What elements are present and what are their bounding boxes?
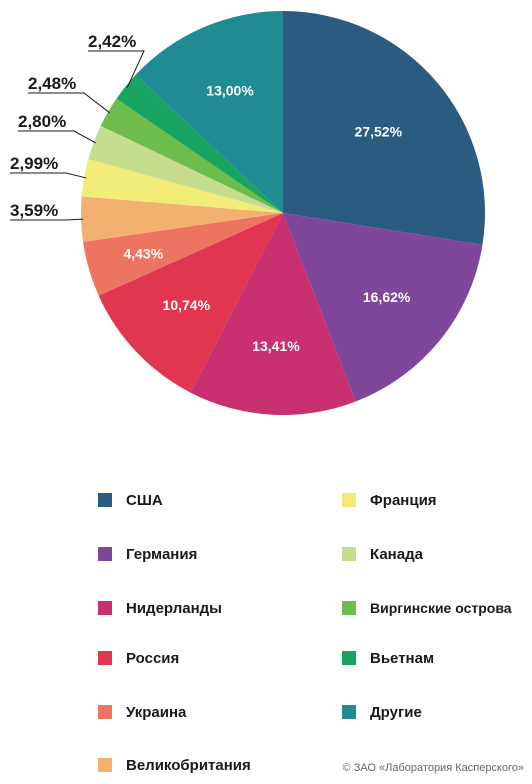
pie-slice bbox=[81, 159, 284, 213]
legend-swatch bbox=[98, 601, 112, 615]
legend-label: Канада bbox=[370, 545, 423, 563]
legend-swatch bbox=[342, 493, 356, 507]
leader-line bbox=[10, 218, 84, 221]
legend-label: Украина bbox=[126, 703, 187, 721]
pie-slice bbox=[98, 213, 283, 393]
leader-line bbox=[10, 172, 87, 179]
legend-label: Нидерланды bbox=[126, 599, 222, 617]
legend-swatch bbox=[98, 547, 112, 561]
legend-item-ukraine: Украина bbox=[98, 702, 186, 722]
legend-swatch bbox=[342, 601, 356, 615]
legend-swatch bbox=[98, 651, 112, 665]
slice-label: 13,41% bbox=[252, 338, 300, 354]
leader-line bbox=[18, 130, 96, 144]
slice-label: 4,43% bbox=[123, 246, 163, 262]
legend-swatch bbox=[98, 705, 112, 719]
pie-slice bbox=[135, 11, 283, 213]
legend-item-canada: Канада bbox=[342, 544, 423, 564]
slice-label: 2,48% bbox=[28, 74, 76, 93]
pie-slice bbox=[81, 196, 283, 242]
leader-line bbox=[28, 92, 111, 114]
legend-label: Вьетнам bbox=[370, 649, 435, 667]
legend-swatch bbox=[98, 493, 112, 507]
legend-item-france: Франция bbox=[342, 490, 437, 510]
legend-label: Россия bbox=[126, 649, 180, 667]
legend-item-vietnam: Вьетнам bbox=[342, 648, 434, 668]
legend: США Германия Нидерланды Россия Украина В… bbox=[0, 478, 532, 774]
slice-label: 2,80% bbox=[18, 112, 66, 131]
legend-item-germany: Германия bbox=[98, 544, 197, 564]
leader-line bbox=[88, 50, 145, 88]
pie-slice bbox=[116, 74, 283, 213]
legend-item-russia: Россия bbox=[98, 648, 179, 668]
legend-label: Другие bbox=[370, 703, 422, 721]
pie-slice bbox=[190, 213, 356, 416]
pie-slice bbox=[283, 213, 483, 402]
legend-swatch bbox=[342, 705, 356, 719]
legend-swatch bbox=[342, 651, 356, 665]
legend-label: Франция bbox=[370, 491, 437, 509]
slice-label: 2,99% bbox=[10, 154, 58, 173]
legend-item-usa: США bbox=[98, 490, 163, 510]
pie-chart: 27,52% 16,62% 13,41% 10,74% 4,43% 3,59% 2,99% 2… bbox=[10, 11, 486, 416]
legend-label: Великобритания bbox=[126, 756, 251, 774]
leader-lines bbox=[10, 50, 145, 221]
pie-slice bbox=[88, 125, 283, 213]
slice-labels: 27,52% 16,62% 13,41% 10,74% 4,43% 3,59% 2,99% 2… bbox=[10, 32, 411, 354]
legend-swatch bbox=[342, 547, 356, 561]
copyright-notice: © ЗАО «Лаборатория Касперского» bbox=[342, 762, 524, 774]
legend-label: Виргинские острова bbox=[370, 600, 512, 616]
pie-slice bbox=[283, 11, 486, 245]
slice-label: 16,62% bbox=[363, 289, 411, 305]
legend-item-virgin-islands: Виргинские острова bbox=[342, 598, 512, 618]
legend-item-uk: Великобритания bbox=[98, 755, 251, 775]
legend-swatch bbox=[98, 758, 112, 772]
pie-slice bbox=[100, 98, 283, 213]
legend-item-netherlands: Нидерланды bbox=[98, 598, 222, 618]
slice-label: 13,00% bbox=[206, 83, 254, 99]
slice-label: 10,74% bbox=[163, 297, 211, 313]
pie-slice bbox=[83, 213, 283, 296]
legend-label: США bbox=[126, 491, 163, 509]
legend-item-other: Другие bbox=[342, 702, 422, 722]
slice-label: 27,52% bbox=[355, 124, 403, 140]
slice-label: 2,42% bbox=[88, 32, 136, 51]
pie-slices bbox=[81, 11, 486, 416]
legend-label: Германия bbox=[126, 545, 198, 563]
slice-label: 3,59% bbox=[10, 201, 58, 220]
